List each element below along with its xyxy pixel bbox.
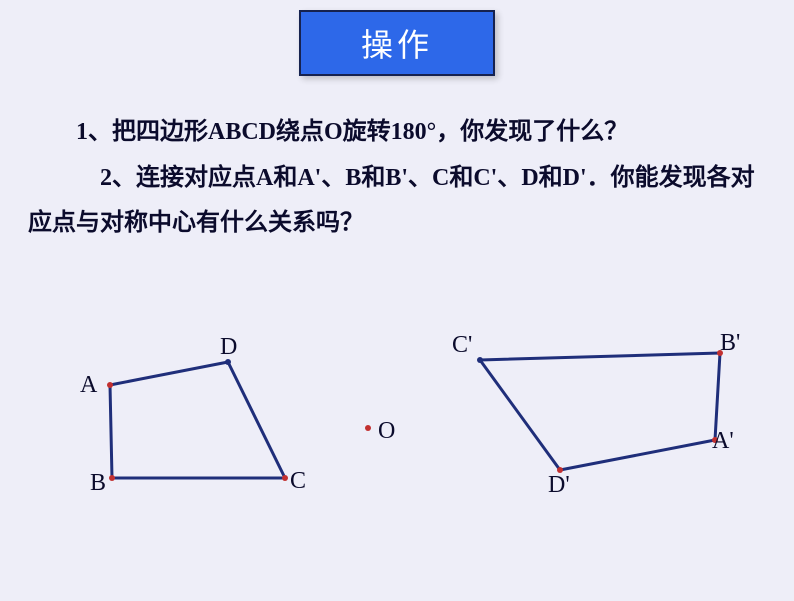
- quad-apbpcpdp: [480, 353, 720, 470]
- vertex-dot: [107, 382, 113, 388]
- vertex-label-Cp: C': [452, 332, 472, 359]
- title-box: 操作: [299, 10, 495, 76]
- diagram-svg: [0, 320, 794, 596]
- vertex-label-C: C: [290, 468, 306, 495]
- vertex-label-O: O: [378, 418, 395, 445]
- vertex-label-B: B: [90, 470, 106, 497]
- vertex-dot: [477, 357, 483, 363]
- paragraph-1: 1、把四边形ABCD绕点O旋转180°，你发现了什么？: [28, 110, 774, 156]
- vertex-label-A: A: [80, 372, 97, 399]
- vertex-dot: [365, 425, 371, 431]
- body-text: 1、把四边形ABCD绕点O旋转180°，你发现了什么？ 2、连接对应点A和A'、…: [28, 110, 774, 247]
- vertex-label-Dp: D': [548, 472, 570, 499]
- vertex-label-D: D: [220, 334, 237, 361]
- geometry-diagram: A B C D O A' B' C' D': [0, 320, 794, 596]
- title-text: 操作: [361, 27, 433, 63]
- vertex-dot: [282, 475, 288, 481]
- vertex-dot: [109, 475, 115, 481]
- quad-abcd: [110, 362, 285, 478]
- paragraph-2: 2、连接对应点A和A'、B和B'、C和C'、D和D'．你能发现各对应点与对称中心…: [28, 156, 774, 247]
- vertex-label-Ap: A': [712, 428, 734, 455]
- vertex-label-Bp: B': [720, 330, 740, 357]
